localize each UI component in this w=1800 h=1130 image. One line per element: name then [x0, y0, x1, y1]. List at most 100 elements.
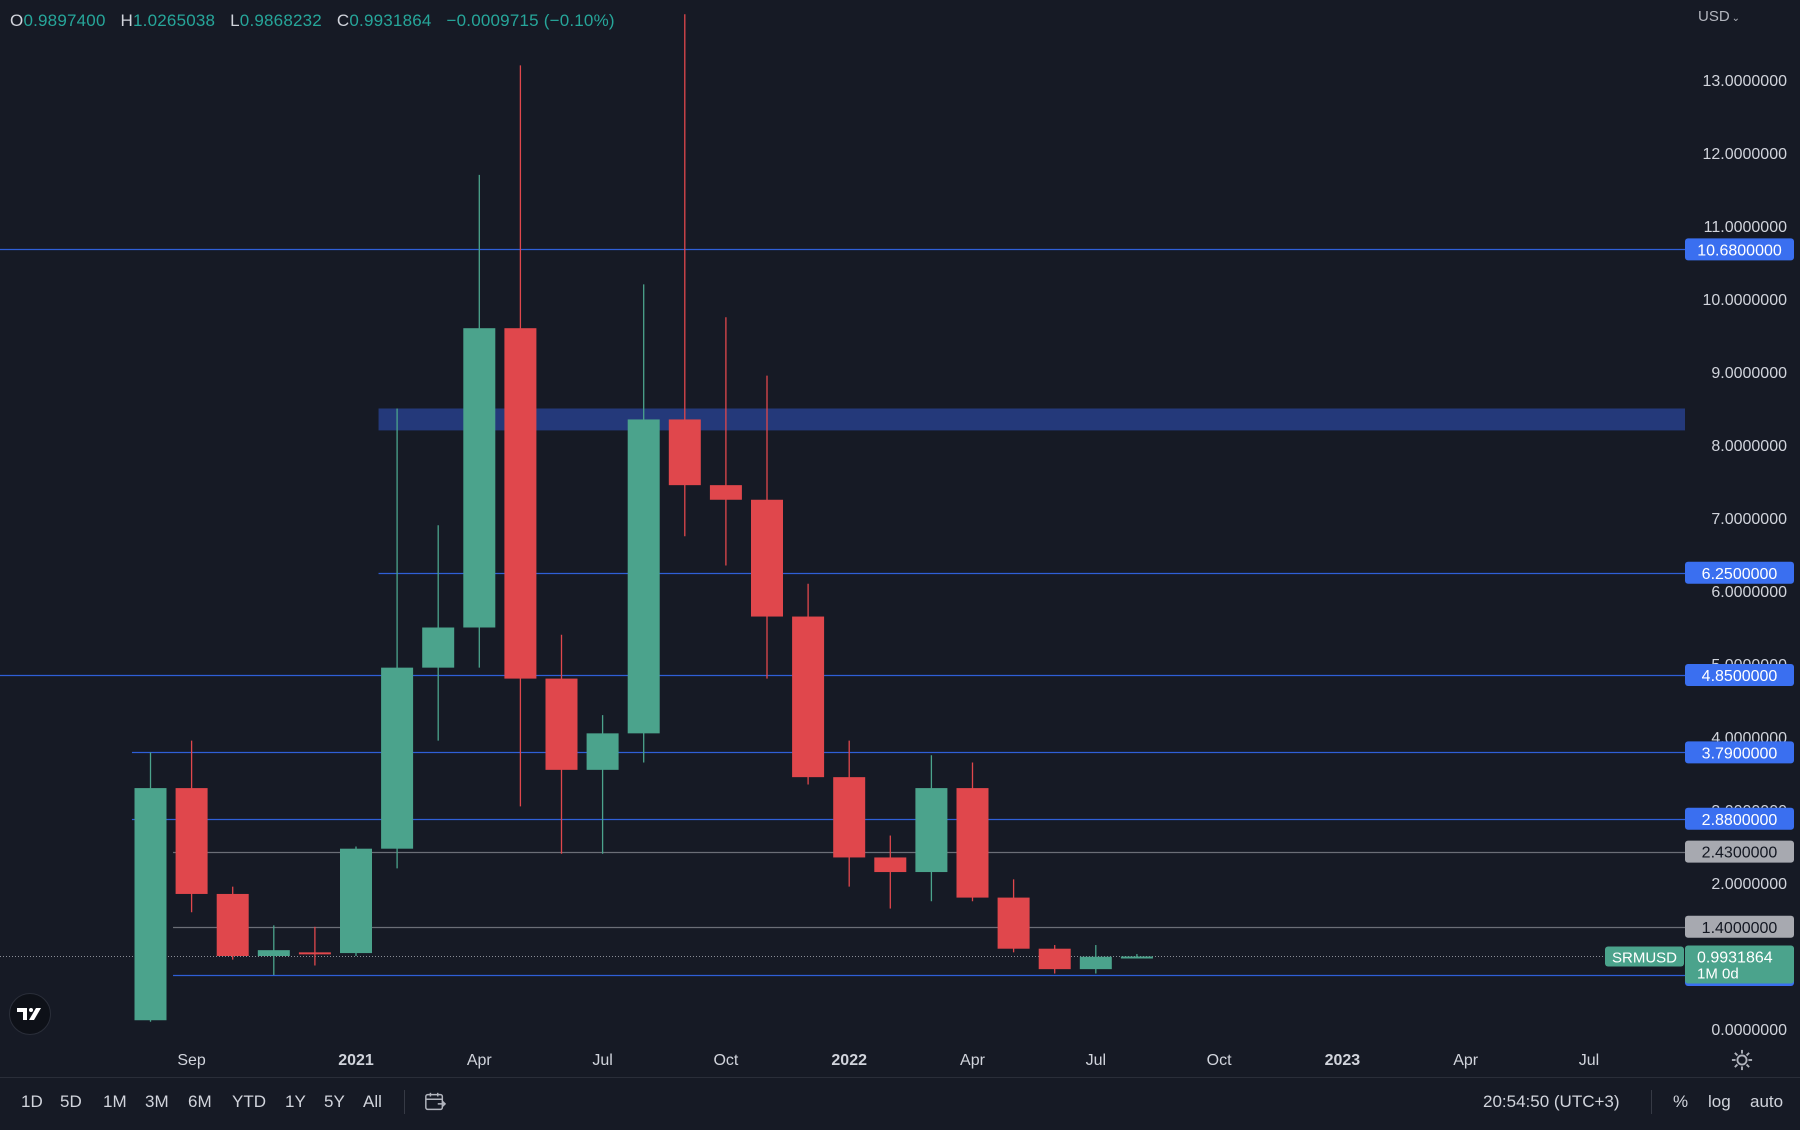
symbol-name-box — [1605, 946, 1684, 967]
level-label-box — [1685, 807, 1794, 830]
x-tick-label: 2021 — [338, 1052, 374, 1069]
bottom-toolbar: 1D 5D 1M 3M 6M YTD 1Y 5Y All 20:54:50 (U… — [0, 1077, 1800, 1126]
candle-up — [1079, 945, 1112, 974]
candle-down — [792, 583, 825, 785]
high-key: H — [120, 11, 134, 30]
timeframe-1m[interactable]: 1M — [103, 1092, 127, 1111]
close-key: C — [336, 11, 350, 30]
symbol-name: SRMUSD — [1612, 949, 1677, 966]
level-label-text: 6.2500000 — [1702, 566, 1778, 583]
candle-up — [586, 715, 619, 854]
level-label-box — [1685, 840, 1794, 863]
close-value: 0.9931864 — [349, 11, 432, 30]
candle-body — [1079, 956, 1112, 970]
candle-body — [1120, 956, 1153, 959]
ohlc-legend: O0.9897400 H1.0265038 L0.9868232 C0.9931… — [10, 11, 615, 31]
candle-up — [422, 525, 455, 741]
timeframe-5d[interactable]: 5D — [60, 1092, 82, 1111]
level-label-box — [1685, 915, 1794, 938]
low-key: L — [230, 11, 240, 30]
level-label-box — [1685, 238, 1794, 261]
calendar-range-icon[interactable] — [424, 1091, 446, 1113]
x-tick-label: Oct — [713, 1052, 738, 1069]
y-tick-label: 6.0000000 — [1711, 584, 1787, 601]
tradingview-logo[interactable] — [9, 993, 51, 1035]
open-value: 0.9897400 — [23, 11, 106, 30]
timeframe-1y[interactable]: 1Y — [285, 1092, 306, 1111]
candle-down — [175, 740, 208, 913]
y-tick-label: 10.0000000 — [1702, 292, 1787, 309]
auto-scale-toggle[interactable]: auto — [1750, 1092, 1784, 1111]
y-tick-label: 9.0000000 — [1711, 365, 1787, 382]
candle-down — [545, 634, 578, 854]
candle-down — [298, 926, 331, 966]
tradingview-logo-icon — [17, 1008, 41, 1020]
candle-body — [997, 897, 1030, 949]
bar-countdown: 1M 0d — [1697, 965, 1739, 982]
candle-body — [874, 857, 907, 873]
timeframe-1d[interactable]: 1D — [21, 1092, 43, 1111]
level-label-box — [1685, 561, 1794, 584]
current-price-value: 0.9931864 — [1697, 949, 1773, 966]
y-tick-label: 0.0000000 — [1711, 1022, 1787, 1039]
candle-down — [216, 886, 249, 960]
timeframe-3m[interactable]: 3M — [145, 1092, 169, 1111]
level-label-text: 10.6800000 — [1697, 242, 1782, 259]
level-label-text: 1.4000000 — [1702, 920, 1778, 937]
candle-body — [668, 419, 701, 486]
candle-body — [792, 616, 825, 778]
candle-down — [956, 762, 989, 902]
candle-body — [257, 950, 290, 956]
x-tick-label: Oct — [1207, 1052, 1232, 1069]
toolbar-divider — [1651, 1090, 1652, 1114]
y-tick-label: 8.0000000 — [1711, 438, 1787, 455]
clock-display[interactable]: 20:54:50 (UTC+3) — [1483, 1092, 1620, 1111]
level-price-label: 6.2500000 — [1685, 561, 1794, 584]
x-tick-label: Apr — [960, 1052, 986, 1069]
timeframe-all[interactable]: All — [363, 1092, 382, 1111]
candle-down — [997, 879, 1030, 953]
current-price-box — [1685, 945, 1794, 984]
candle-body — [216, 893, 249, 956]
candle-up — [381, 408, 414, 869]
high-value: 1.0265038 — [133, 11, 216, 30]
y-tick-label: 11.0000000 — [1704, 219, 1787, 236]
percent-scale-toggle[interactable]: % — [1673, 1092, 1689, 1111]
level-price-label: 3.7900000 — [1685, 741, 1794, 764]
timeframe-ytd[interactable]: YTD — [232, 1092, 266, 1111]
candle-body — [751, 499, 783, 617]
y-tick-label: 13.0000000 — [1702, 73, 1787, 90]
candle-down — [1038, 945, 1071, 974]
candle-body — [709, 485, 742, 500]
candle-down — [751, 375, 783, 679]
x-tick-label: Jul — [1579, 1052, 1599, 1069]
candle-body — [381, 667, 414, 849]
level-label-box — [1685, 741, 1794, 764]
currency-label: USD — [1698, 8, 1730, 25]
currency-selector[interactable]: USD ⌄ — [1698, 8, 1740, 25]
candle-body — [134, 788, 167, 1021]
candle-body — [627, 419, 660, 734]
candle-down — [504, 65, 537, 807]
gear-icon[interactable] — [1731, 1049, 1753, 1071]
low-value: 0.9868232 — [239, 11, 322, 30]
candle-up — [463, 174, 496, 668]
x-tick-label: Jul — [1086, 1052, 1106, 1069]
timeframe-5y[interactable]: 5Y — [324, 1092, 345, 1111]
candle-up — [1120, 954, 1153, 959]
y-tick-label: 12.0000000 — [1702, 146, 1787, 163]
level-price-label: 2.4300000 — [1685, 840, 1794, 863]
candle-down — [668, 14, 701, 537]
candle-up — [257, 925, 290, 975]
candle-body — [956, 788, 989, 898]
candle-body — [298, 952, 331, 955]
level-price-label: 1.4000000 — [1685, 915, 1794, 938]
x-tick-label: Sep — [177, 1052, 206, 1069]
candle-body — [833, 777, 866, 858]
log-scale-toggle[interactable]: log — [1708, 1092, 1731, 1111]
timeframe-6m[interactable]: 6M — [188, 1092, 212, 1111]
x-tick-label: Jul — [592, 1052, 612, 1069]
level-price-label: 4.8500000 — [1685, 663, 1794, 686]
